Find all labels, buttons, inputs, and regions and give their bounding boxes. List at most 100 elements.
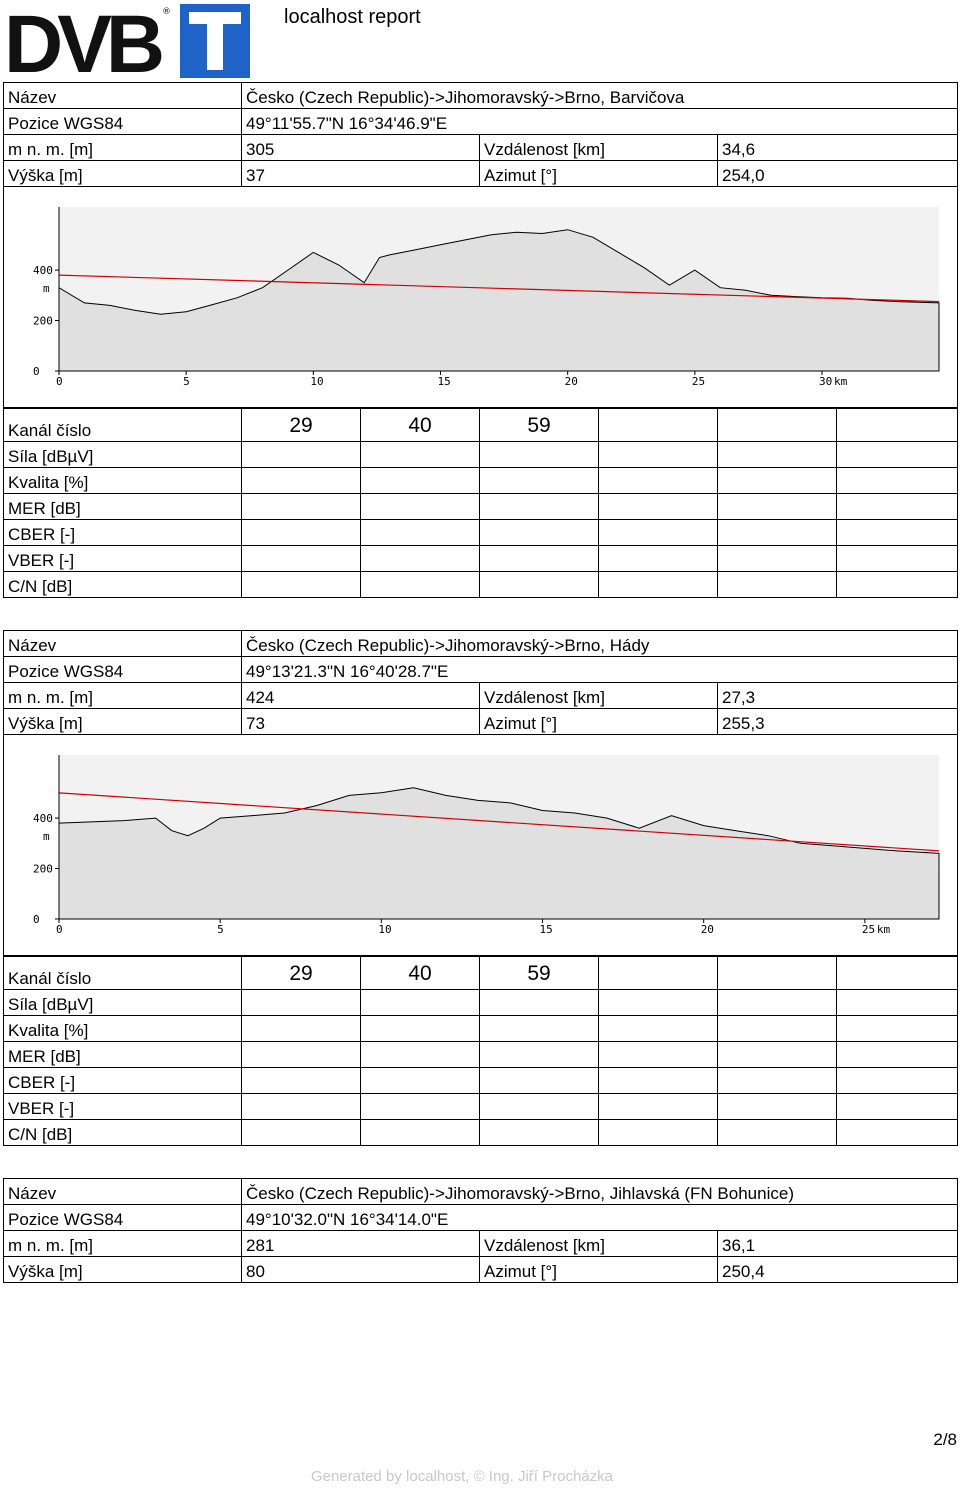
site-height: 73: [241, 708, 480, 735]
label-mer: MER [dB]: [3, 493, 242, 520]
site-height: 37: [241, 160, 480, 187]
footer: Generated by localhost, © Ing. Jiří Proc…: [310, 1468, 614, 1485]
label-quality: Kvalita [%]: [3, 1015, 242, 1042]
site-info-2: Název Česko (Czech Republic)->Jihomoravsk…: [3, 630, 958, 735]
y-unit-label: m: [43, 282, 50, 295]
label-distance: Vzdálenost [km]: [479, 134, 718, 161]
label-channel: Kanál číslo: [3, 956, 242, 990]
x-tick-label: 5: [217, 923, 224, 936]
x-tick-label: 20: [565, 375, 578, 388]
site-azimuth: 250,4: [717, 1256, 958, 1283]
y-tick-label: 200: [33, 315, 53, 328]
terrain-profile-2: 0 5 10 15 20 25 km 0 200 400 m: [3, 734, 958, 956]
site-altitude: 305: [241, 134, 480, 161]
x-unit-label: km: [877, 923, 891, 936]
label-position: Pozice WGS84: [3, 656, 242, 683]
svg-text:DVB: DVB: [4, 2, 162, 78]
x-unit-label: km: [834, 375, 848, 388]
label-height: Výška [m]: [3, 160, 242, 187]
label-cn: C/N [dB]: [3, 571, 242, 598]
dvbt-logo: DVB ®: [2, 0, 252, 90]
channel-number: [836, 956, 958, 990]
label-name: Název: [3, 630, 242, 657]
site-info-3: Název Česko (Czech Republic)->Jihomoravsk…: [3, 1178, 958, 1283]
report-title: localhost report: [284, 6, 421, 28]
site-height: 80: [241, 1256, 480, 1283]
channel-number: 59: [479, 956, 599, 990]
x-tick-label: 25: [692, 375, 705, 388]
site-distance: 36,1: [717, 1230, 958, 1257]
site-distance: 27,3: [717, 682, 958, 709]
channel-number: [717, 408, 837, 442]
line-of-sight: [58, 274, 940, 303]
channel-number: 40: [360, 956, 480, 990]
channel-number: 29: [241, 408, 361, 442]
y-unit-label: m: [43, 830, 50, 843]
label-strength: Síla [dBµV]: [3, 441, 242, 468]
label-altitude: m n. m. [m]: [3, 682, 242, 709]
x-tick-label: 15: [438, 375, 451, 388]
site-name: Česko (Czech Republic)->Jihomoravský->Br…: [241, 630, 958, 657]
line-of-sight: [58, 792, 940, 852]
y-tick-label: 200: [33, 863, 53, 876]
label-azimuth: Azimut [°]: [479, 1256, 718, 1283]
x-tick-label: 10: [310, 375, 323, 388]
terrain-profile-1: 0 5 10 15 20 25 30 km 0 200 400 m: [3, 186, 958, 408]
label-mer: MER [dB]: [3, 1041, 242, 1068]
x-tick-label: 0: [56, 923, 63, 936]
svg-text:®: ®: [162, 7, 171, 17]
label-channel: Kanál číslo: [3, 408, 242, 442]
channel-number: 29: [241, 956, 361, 990]
site-name: Česko (Czech Republic)->Jihomoravský->Br…: [241, 1178, 958, 1205]
page-number: 2/8: [933, 1430, 957, 1449]
channel-number: 59: [479, 408, 599, 442]
x-tick-label: 5: [183, 375, 190, 388]
label-position: Pozice WGS84: [3, 108, 242, 135]
label-cber: CBER [-]: [3, 519, 242, 546]
channel-number: [836, 408, 958, 442]
site-position: 49°11'55.7"N 16°34'46.9"E: [241, 108, 958, 135]
label-strength: Síla [dBµV]: [3, 989, 242, 1016]
channel-number: [717, 956, 837, 990]
label-distance: Vzdálenost [km]: [479, 1230, 718, 1257]
label-name: Název: [3, 1178, 242, 1205]
site-name: Česko (Czech Republic)->Jihomoravský->Br…: [241, 82, 958, 109]
label-vber: VBER [-]: [3, 1093, 242, 1120]
label-vber: VBER [-]: [3, 545, 242, 572]
measurement-table-1: Kanál číslo 29 40 59 Síla [dBµV] Kvalita…: [3, 408, 958, 598]
channel-number: 40: [360, 408, 480, 442]
x-tick-label: 15: [540, 923, 553, 936]
channel-number: [598, 956, 718, 990]
x-tick-label: 25: [862, 923, 875, 936]
x-tick-label: 0: [56, 375, 63, 388]
site-position: 49°13'21.3"N 16°40'28.7"E: [241, 656, 958, 683]
label-position: Pozice WGS84: [3, 1204, 242, 1231]
label-name: Název: [3, 82, 242, 109]
label-height: Výška [m]: [3, 708, 242, 735]
label-altitude: m n. m. [m]: [3, 134, 242, 161]
site-position: 49°10'32.0"N 16°34'14.0"E: [241, 1204, 958, 1231]
label-distance: Vzdálenost [km]: [479, 682, 718, 709]
label-azimuth: Azimut [°]: [479, 708, 718, 735]
label-azimuth: Azimut [°]: [479, 160, 718, 187]
site-altitude: 424: [241, 682, 480, 709]
channel-number: [598, 408, 718, 442]
x-tick-label: 30: [819, 375, 832, 388]
y-tick-label: 400: [33, 812, 53, 825]
terrain-area: [58, 787, 940, 920]
y-tick-label: 400: [33, 264, 53, 277]
x-tick-label: 10: [378, 923, 391, 936]
label-cn: C/N [dB]: [3, 1119, 242, 1146]
label-height: Výška [m]: [3, 1256, 242, 1283]
site-distance: 34,6: [717, 134, 958, 161]
site-azimuth: 254,0: [717, 160, 958, 187]
site-info-1: Název Česko (Czech Republic)->Jihomoravsk…: [3, 82, 958, 187]
y-tick-label: 0: [33, 365, 40, 378]
measurement-table-2: Kanál číslo 29 40 59 Síla [dBµV] Kvalita…: [3, 956, 958, 1146]
site-altitude: 281: [241, 1230, 480, 1257]
label-cber: CBER [-]: [3, 1067, 242, 1094]
y-tick-label: 0: [33, 913, 40, 926]
site-azimuth: 255,3: [717, 708, 958, 735]
x-tick-label: 20: [701, 923, 714, 936]
label-altitude: m n. m. [m]: [3, 1230, 242, 1257]
